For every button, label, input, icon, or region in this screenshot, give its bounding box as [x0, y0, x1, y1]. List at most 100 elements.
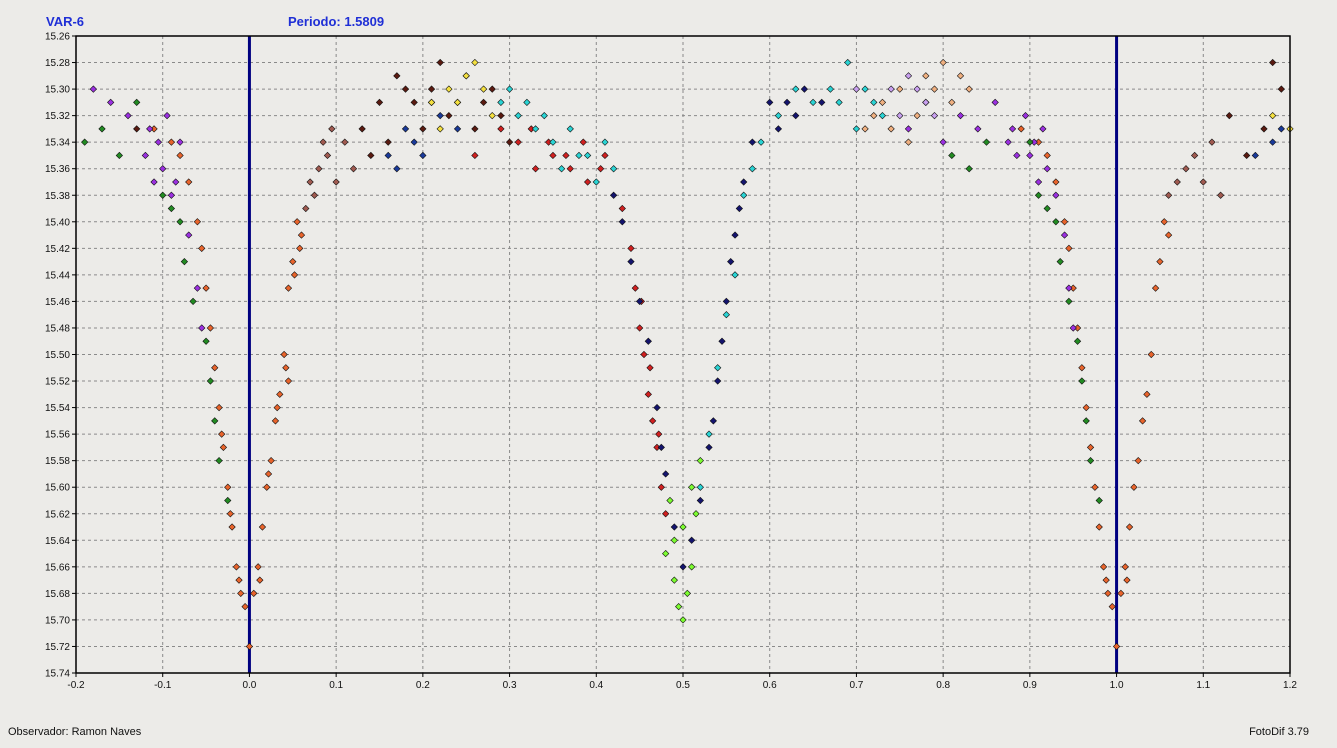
data-point: [254, 563, 262, 571]
data-point: [774, 125, 783, 133]
data-point: [904, 72, 913, 80]
data-point: [675, 603, 683, 611]
data-point: [913, 112, 921, 120]
data-point: [1043, 204, 1051, 213]
data-point: [627, 257, 635, 266]
data-point: [237, 589, 245, 597]
data-point: [601, 138, 609, 146]
data-point: [349, 165, 358, 173]
data-point: [965, 165, 973, 173]
data-point: [566, 165, 574, 173]
data-point: [81, 138, 89, 146]
data-point: [878, 98, 887, 106]
data-point: [601, 151, 609, 160]
y-tick-label: 15.56: [45, 430, 70, 441]
data-point: [284, 377, 293, 385]
y-tick-label: 15.44: [45, 270, 70, 281]
data-point: [264, 470, 273, 478]
data-point: [296, 244, 304, 252]
data-point: [774, 112, 783, 120]
data-point: [497, 112, 505, 120]
data-point: [1073, 337, 1082, 345]
data-point: [258, 523, 267, 531]
data-point: [740, 191, 748, 199]
data-point: [1095, 496, 1103, 505]
data-point: [1225, 112, 1233, 120]
data-point: [1091, 483, 1099, 491]
data-point: [176, 218, 184, 226]
data-point: [1277, 125, 1285, 133]
x-tick-label: 0.4: [589, 680, 603, 691]
data-point: [215, 403, 223, 412]
data-point: [1151, 284, 1160, 292]
y-tick-label: 15.74: [45, 669, 70, 680]
data-point: [159, 165, 167, 173]
y-tick-label: 15.50: [45, 350, 70, 361]
data-point: [835, 98, 843, 106]
data-point: [696, 483, 704, 491]
data-point: [1199, 178, 1207, 186]
data-point: [1104, 589, 1112, 597]
data-point: [683, 589, 691, 597]
data-point: [263, 483, 271, 491]
data-point: [861, 125, 869, 133]
data-point: [696, 457, 704, 465]
y-tick-label: 15.46: [45, 297, 70, 308]
data-point: [189, 297, 197, 306]
data-point: [636, 297, 644, 306]
data-point: [1260, 125, 1268, 133]
data-point: [792, 112, 800, 120]
data-point: [540, 112, 548, 120]
data-point: [1277, 85, 1285, 93]
x-tick-label: 0.0: [242, 680, 256, 691]
data-point: [579, 138, 587, 146]
data-point: [150, 178, 158, 186]
data-point: [610, 165, 618, 173]
data-point: [115, 151, 123, 160]
data-point: [583, 178, 592, 186]
data-point: [453, 125, 462, 133]
y-tick-label: 15.64: [45, 536, 70, 547]
data-point: [1112, 642, 1121, 651]
data-point: [306, 178, 314, 186]
data-point: [479, 85, 488, 93]
data-point: [965, 85, 973, 93]
data-point: [1086, 457, 1095, 465]
data-point: [256, 576, 264, 584]
data-point: [167, 204, 176, 213]
data-point: [1164, 191, 1173, 199]
data-point: [224, 483, 232, 491]
data-point: [722, 297, 730, 306]
data-point: [913, 85, 921, 93]
data-point: [531, 125, 540, 133]
x-tick-label: 0.8: [936, 680, 950, 691]
data-point: [1026, 138, 1034, 146]
data-point: [731, 231, 739, 239]
data-point: [904, 138, 913, 146]
data-point: [809, 98, 817, 106]
data-point: [1082, 417, 1090, 425]
data-point: [107, 98, 115, 106]
data-point: [1043, 165, 1051, 173]
data-point: [328, 125, 336, 133]
data-point: [124, 112, 132, 120]
data-point: [1086, 443, 1095, 452]
data-point: [163, 112, 171, 120]
data-point: [679, 563, 687, 571]
data-point: [618, 204, 626, 213]
data-point: [514, 112, 522, 120]
data-point: [1065, 244, 1073, 252]
x-tick-label: -0.2: [67, 680, 85, 691]
data-point: [657, 443, 665, 452]
data-point: [709, 417, 717, 425]
data-point: [982, 138, 991, 146]
data-point: [505, 85, 514, 93]
data-point: [505, 138, 514, 146]
data-point: [649, 417, 657, 425]
period-label: Periodo: 1.5809: [288, 14, 385, 29]
data-point: [218, 430, 226, 438]
data-point: [722, 311, 730, 319]
data-point: [471, 58, 479, 67]
data-point: [1013, 151, 1021, 160]
data-point: [284, 284, 293, 292]
